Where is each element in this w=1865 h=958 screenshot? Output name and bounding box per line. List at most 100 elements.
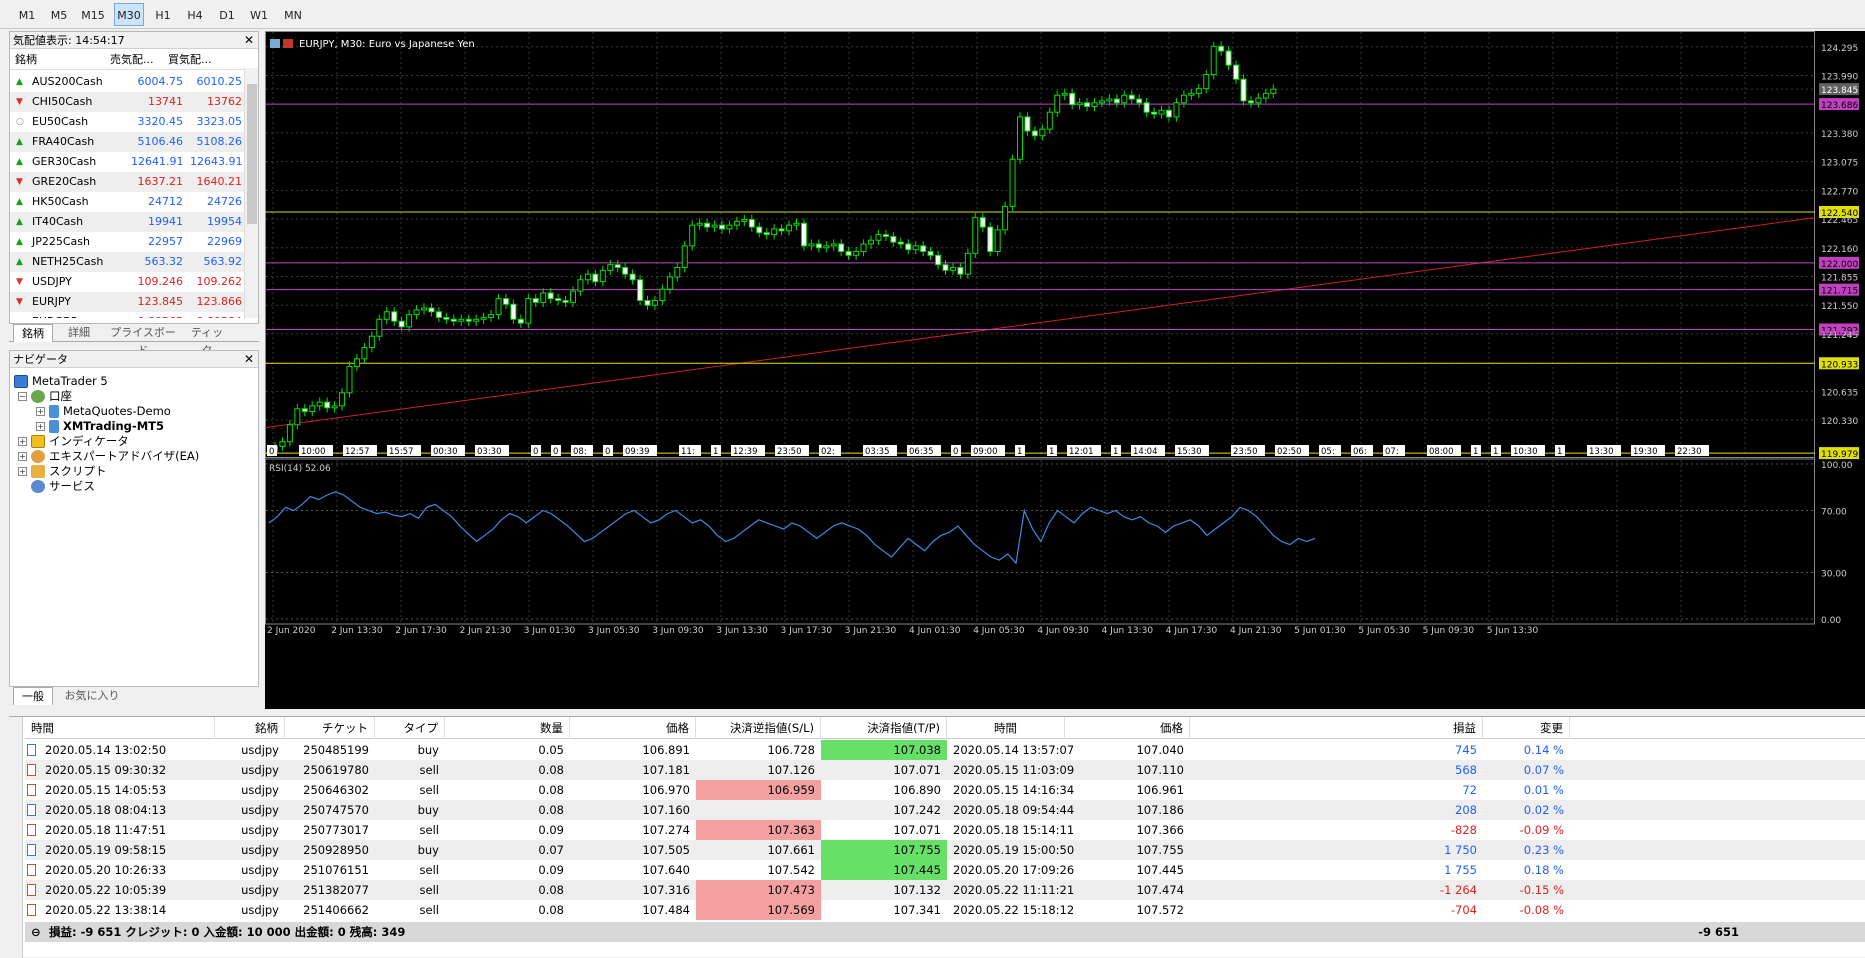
- market-watch-row[interactable]: ▼ GRE20Cash 1637.21 1640.21: [10, 172, 246, 192]
- history-cell: 0.23 %: [1523, 843, 1564, 857]
- expand-icon[interactable]: +: [18, 452, 27, 461]
- nav-accounts[interactable]: 口座: [31, 387, 72, 405]
- history-col-header[interactable]: チケット: [285, 717, 375, 739]
- market-watch-tab[interactable]: 詳細: [68, 326, 90, 339]
- history-col-header[interactable]: 決済逆指値(S/L): [696, 717, 821, 739]
- col-ask-header[interactable]: 買気配...: [168, 53, 212, 66]
- candle-body: [1091, 102, 1098, 108]
- time-axis-label: 5 Jun 01:30: [1294, 626, 1346, 636]
- market-watch-bid: 12641.91: [131, 155, 184, 168]
- history-col-header[interactable]: 損益: [1190, 717, 1483, 739]
- market-watch-row[interactable]: ▲ IT40Cash 19941 19954: [10, 212, 246, 232]
- market-watch-tab[interactable]: 銘柄: [13, 324, 53, 342]
- time-marker-label: 09:39: [625, 447, 650, 457]
- market-watch-row[interactable]: ▲ NETH25Cash 563.32 563.92: [10, 252, 246, 272]
- timeframe-mn-button[interactable]: MN: [284, 9, 302, 22]
- time-axis-label: 4 Jun 21:30: [1230, 626, 1282, 636]
- market-watch-symbol: GRE20Cash: [32, 175, 97, 188]
- timeframe-d1-button[interactable]: D1: [219, 9, 235, 22]
- market-watch-row[interactable]: ▲ GER30Cash 12641.91 12643.91: [10, 152, 246, 172]
- candle-body: [1158, 109, 1165, 115]
- history-cell: [696, 800, 821, 820]
- scrollbar-thumb[interactable]: [247, 84, 257, 224]
- timeframe-w1-button[interactable]: W1: [250, 9, 268, 22]
- history-table-row[interactable]: 2020.05.22 13:38:14 usdjpy 251406662 sell 0.…: [25, 900, 1865, 920]
- history-table-row[interactable]: 2020.05.18 08:04:13 usdjpy 250747570 buy 0.0…: [25, 800, 1865, 820]
- navigator-tab[interactable]: 一般: [13, 687, 53, 705]
- history-cell: 568: [1455, 763, 1477, 777]
- candle-body: [1039, 128, 1046, 137]
- price-chart[interactable]: EURJPY, M30: Euro vs Japanese Yen 123.686…: [264, 31, 1865, 709]
- timeframe-m5-button[interactable]: M5: [50, 9, 68, 22]
- time-axis-label: 2 Jun 21:30: [460, 626, 512, 636]
- timeframe-h1-button[interactable]: H1: [155, 9, 171, 22]
- nav-services-label: サービス: [49, 479, 95, 493]
- history-table-row[interactable]: 2020.05.15 09:30:32 usdjpy 250619780 sell 0.…: [25, 760, 1865, 780]
- candle-body: [443, 316, 450, 320]
- expand-icon[interactable]: +: [36, 407, 45, 416]
- expand-icon[interactable]: +: [36, 422, 45, 431]
- price-level-label: 122.540: [1821, 209, 1858, 219]
- history-col-header[interactable]: タイプ: [375, 717, 445, 739]
- market-watch-scrollbar[interactable]: [244, 68, 258, 318]
- history-col-header[interactable]: 価格: [1065, 717, 1190, 739]
- market-watch-tab[interactable]: プライスボード: [110, 326, 176, 357]
- chart-canvas[interactable]: EURJPY, M30: Euro vs Japanese Yen 123.686…: [264, 31, 1865, 709]
- market-watch-row[interactable]: ▼ EURGBP 0.89565 0.89584: [10, 312, 246, 318]
- timeframe-m15-button[interactable]: M15: [81, 9, 105, 22]
- timeframe-m1-button[interactable]: M1: [18, 9, 36, 22]
- col-symbol-header[interactable]: 銘柄: [15, 53, 37, 66]
- nav-experts[interactable]: エキスパートアドバイザ(EA): [31, 447, 199, 465]
- expand-icon[interactable]: +: [18, 437, 27, 446]
- nav-account-metaquotes[interactable]: MetaQuotes-Demo: [49, 402, 171, 420]
- navigator-title: ナビゲータ: [13, 353, 68, 366]
- market-watch-row[interactable]: ▼ CHI50Cash 13741 13762: [10, 92, 246, 112]
- trend-line[interactable]: [264, 217, 1816, 429]
- market-watch-row[interactable]: ▼ EURJPY 123.845 123.866: [10, 292, 246, 312]
- market-watch-row[interactable]: ▲ FRA40Cash 5106.46 5108.26: [10, 132, 246, 152]
- history-table-row[interactable]: 2020.05.20 10:26:33 usdjpy 251076151 sell 0.…: [25, 860, 1865, 880]
- price-axis-label: 121.855: [1821, 273, 1858, 283]
- market-watch-row[interactable]: ▲ HK50Cash 24712 24726: [10, 192, 246, 212]
- history-col-header[interactable]: 時間: [947, 717, 1065, 739]
- market-watch-row[interactable]: ○ EU50Cash 3320.45 3323.05: [10, 112, 246, 132]
- summary-collapse-icon[interactable]: ⊖: [31, 925, 41, 939]
- market-watch-row[interactable]: ▲ JP225Cash 22957 22969: [10, 232, 246, 252]
- history-col-header[interactable]: 変更: [1483, 717, 1570, 739]
- history-table-row[interactable]: 2020.05.15 14:05:53 usdjpy 250646302 sell 0.…: [25, 780, 1865, 800]
- history-table-row[interactable]: 2020.05.22 10:05:39 usdjpy 251382077 sell 0.…: [25, 880, 1865, 900]
- candle-body: [935, 254, 942, 266]
- nav-account-xmtrading[interactable]: XMTrading-MT5: [49, 417, 164, 435]
- history-col-header[interactable]: 価格: [570, 717, 696, 739]
- market-watch-row[interactable]: ▲ AUS200Cash 6004.75 6010.25: [10, 72, 246, 92]
- history-col-header[interactable]: 時間: [25, 717, 215, 739]
- history-table-row[interactable]: 2020.05.19 09:58:15 usdjpy 250928950 buy 0.0…: [25, 840, 1865, 860]
- close-icon[interactable]: ✕: [243, 33, 254, 47]
- history-table-row[interactable]: 2020.05.18 11:47:51 usdjpy 250773017 sell 0.…: [25, 820, 1865, 840]
- navigator-tab[interactable]: お気に入り: [64, 689, 120, 702]
- col-bid-header[interactable]: 売気配...: [110, 53, 154, 66]
- nav-indicators[interactable]: インディケータ: [31, 432, 129, 450]
- timeframe-m30-button[interactable]: M30: [114, 3, 144, 26]
- candle-body: [637, 279, 644, 301]
- history-table-row[interactable]: 2020.05.14 13:02:50 usdjpy 250485199 buy 0.0…: [25, 740, 1865, 760]
- expand-icon[interactable]: +: [18, 467, 27, 476]
- arrow-up-icon: ▲: [16, 197, 23, 207]
- arrow-up-icon: ▲: [16, 157, 23, 167]
- candle-body: [927, 251, 934, 256]
- market-watch-row[interactable]: ▼ USDJPY 109.246 109.262: [10, 272, 246, 292]
- candle-body: [622, 267, 629, 275]
- candle-body: [391, 311, 398, 322]
- toolbox-side-tab[interactable]: [9, 717, 23, 958]
- collapse-icon[interactable]: −: [18, 392, 27, 401]
- history-col-header[interactable]: 数量: [445, 717, 570, 739]
- market-watch-tab[interactable]: ティック: [190, 326, 224, 357]
- close-icon[interactable]: ✕: [243, 352, 254, 366]
- history-col-header[interactable]: 銘柄: [215, 717, 285, 739]
- nav-services[interactable]: サービス: [31, 477, 95, 495]
- nav-root[interactable]: MetaTrader 5: [14, 372, 108, 390]
- market-watch-ask: 22969: [207, 235, 242, 248]
- nav-scripts[interactable]: スクリプト: [31, 462, 107, 480]
- timeframe-h4-button[interactable]: H4: [187, 9, 203, 22]
- history-col-header[interactable]: 決済指値(T/P): [821, 717, 947, 739]
